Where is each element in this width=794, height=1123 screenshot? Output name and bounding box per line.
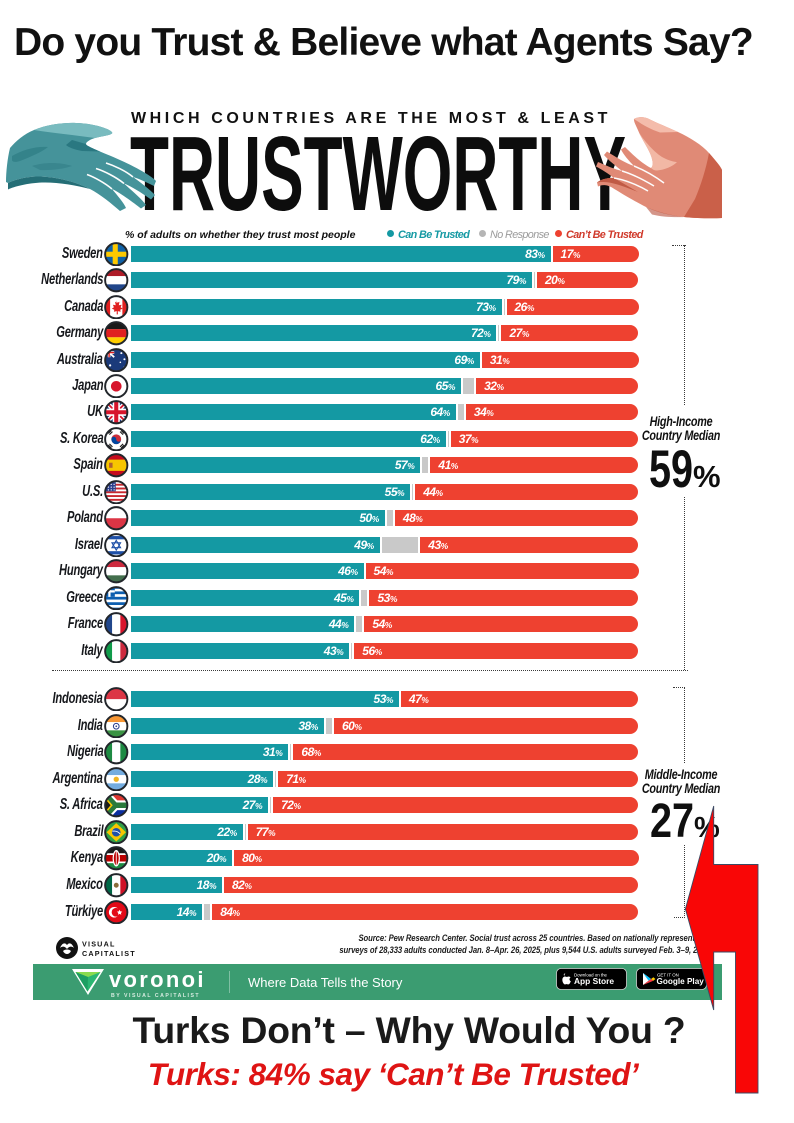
svg-text:BY VISUAL CAPITALIST: BY VISUAL CAPITALIST [111, 993, 200, 999]
svg-text:TRUSTWORTHY: TRUSTWORTHY [130, 127, 626, 213]
svg-text:27: 27 [650, 798, 694, 844]
svg-text:voronoi: voronoi [109, 967, 206, 992]
svg-text:%: % [693, 459, 721, 494]
svg-text:VISUAL: VISUAL [82, 940, 116, 949]
svg-text:App Store: App Store [574, 976, 614, 986]
svg-text:CAPITALIST: CAPITALIST [82, 949, 136, 958]
svg-text:59: 59 [649, 444, 693, 494]
svg-text:Google Play: Google Play [657, 977, 705, 986]
svg-text:Download on the: Download on the [574, 973, 608, 978]
svg-text:GET IT ON: GET IT ON [657, 973, 679, 978]
